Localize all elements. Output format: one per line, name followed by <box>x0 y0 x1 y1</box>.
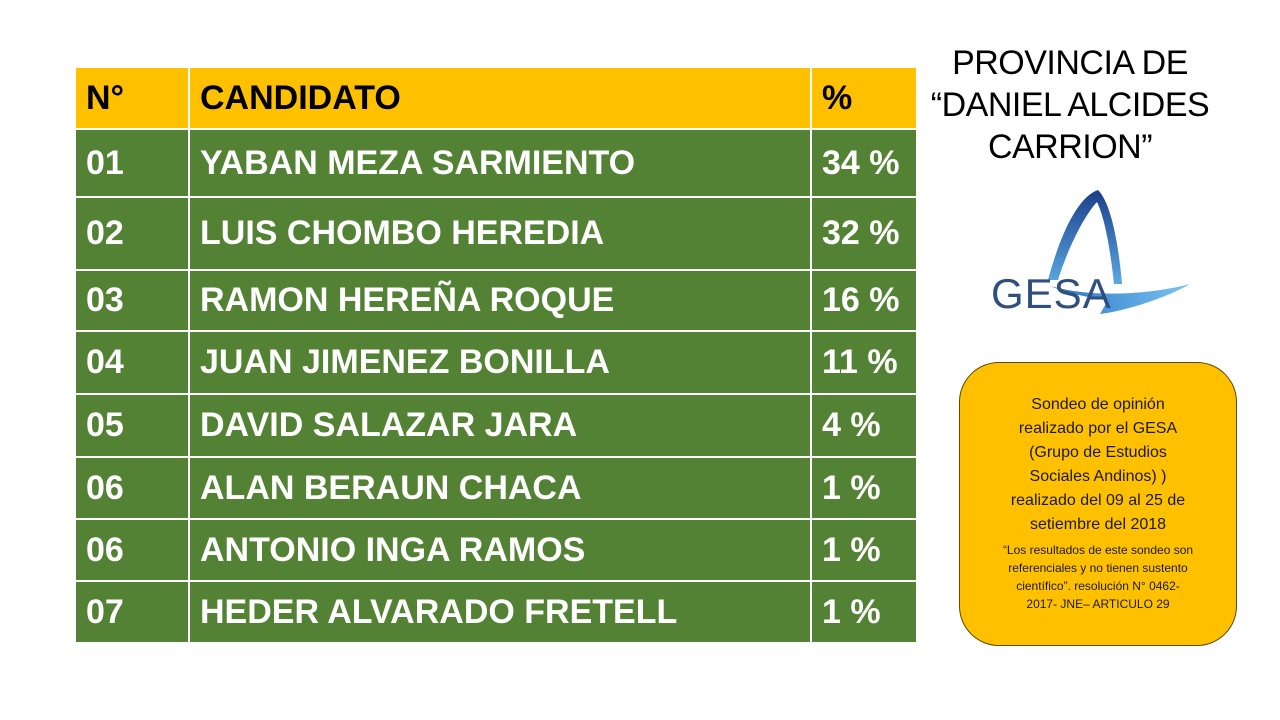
row-number: 04 <box>74 330 190 395</box>
row-candidate: ALAN BERAUN CHACA <box>188 456 812 520</box>
table-row: 02 LUIS CHOMBO HEREDIA 32 % <box>74 196 918 271</box>
survey-description: Sondeo de opinión realizado por el GESA … <box>972 393 1224 537</box>
row-percent: 11 % <box>810 330 918 395</box>
header-candidate: CANDIDATO <box>188 66 812 130</box>
row-number: 05 <box>74 393 190 458</box>
table-row: 04 JUAN JIMENEZ BONILLA 11 % <box>74 330 918 395</box>
note-line: referenciales y no tienen sustento <box>1008 561 1188 575</box>
note-line: 2017- JNE– ARTICULO 29 <box>1026 597 1170 611</box>
row-candidate: RAMON HEREÑA ROQUE <box>188 269 812 332</box>
row-percent: 34 % <box>810 128 918 198</box>
note-line: científico”. resolución N° 0462- <box>1016 579 1180 593</box>
row-percent: 4 % <box>810 393 918 458</box>
row-candidate: DAVID SALAZAR JARA <box>188 393 812 458</box>
header-number: N° <box>74 66 190 130</box>
survey-info-box: Sondeo de opinión realizado por el GESA … <box>959 362 1237 646</box>
row-number: 03 <box>74 269 190 332</box>
info-line: Sondeo de opinión <box>1031 396 1165 413</box>
title-line: “DANIEL ALCIDES <box>930 86 1210 124</box>
header-percent: % <box>810 66 918 130</box>
title-line: CARRION” <box>987 128 1153 166</box>
table-header-row: N° CANDIDATO % <box>74 66 918 130</box>
table-row: 06 ALAN BERAUN CHACA 1 % <box>74 456 918 520</box>
row-number: 07 <box>74 580 190 644</box>
row-number: 06 <box>74 456 190 520</box>
row-candidate: ANTONIO INGA RAMOS <box>188 518 812 582</box>
row-number: 01 <box>74 128 190 198</box>
row-percent: 16 % <box>810 269 918 332</box>
survey-disclaimer: “Los resultados de este sondeo son refer… <box>976 541 1220 613</box>
province-title: PROVINCIA DE “DANIEL ALCIDES CARRION” <box>920 42 1220 168</box>
info-line: realizado por el GESA <box>1018 420 1178 437</box>
info-line: Sociales Andinos) ) <box>1029 468 1167 485</box>
row-percent: 1 % <box>810 580 918 644</box>
results-table: N° CANDIDATO % 01 YABAN MEZA SARMIENTO 3… <box>74 66 918 644</box>
info-line: (Grupo de Estudios <box>1029 444 1167 461</box>
row-candidate: LUIS CHOMBO HEREDIA <box>188 196 812 271</box>
row-number: 06 <box>74 518 190 582</box>
row-number: 02 <box>74 196 190 271</box>
row-percent: 32 % <box>810 196 918 271</box>
table-row: 03 RAMON HEREÑA ROQUE 16 % <box>74 269 918 332</box>
info-line: realizado del 09 al 25 de <box>1010 492 1186 509</box>
row-percent: 1 % <box>810 518 918 582</box>
table-row: 06 ANTONIO INGA RAMOS 1 % <box>74 518 918 582</box>
gesa-logo-icon <box>1048 190 1190 314</box>
note-line: “Los resultados de este sondeo son <box>1002 543 1194 557</box>
row-candidate: JUAN JIMENEZ BONILLA <box>188 330 812 395</box>
row-candidate: YABAN MEZA SARMIENTO <box>188 128 812 198</box>
row-percent: 1 % <box>810 456 918 520</box>
logo-text: GESA <box>991 270 1112 317</box>
table-row: 07 HEDER ALVARADO FRETELL 1 % <box>74 580 918 644</box>
title-line: PROVINCIA DE <box>952 44 1188 82</box>
table-row: 01 YABAN MEZA SARMIENTO 34 % <box>74 128 918 198</box>
info-line: setiembre del 2018 <box>1029 516 1167 533</box>
row-candidate: HEDER ALVARADO FRETELL <box>188 580 812 644</box>
table-row: 05 DAVID SALAZAR JARA 4 % <box>74 393 918 458</box>
